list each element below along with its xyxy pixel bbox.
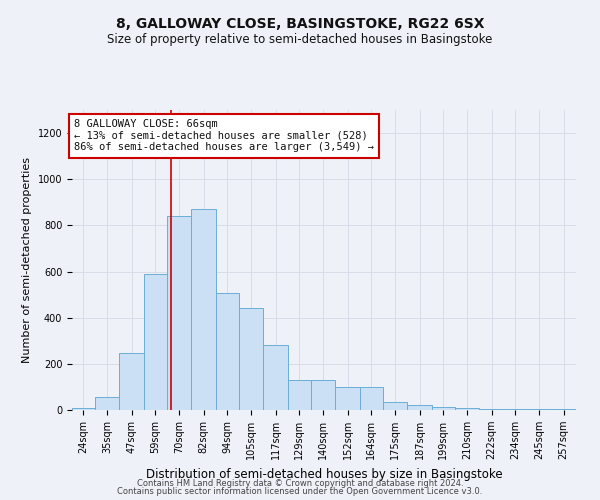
Text: 8, GALLOWAY CLOSE, BASINGSTOKE, RG22 6SX: 8, GALLOWAY CLOSE, BASINGSTOKE, RG22 6SX xyxy=(116,18,484,32)
Bar xyxy=(360,387,383,410)
Bar xyxy=(167,216,191,410)
Y-axis label: Number of semi-detached properties: Number of semi-detached properties xyxy=(22,157,32,363)
X-axis label: Distribution of semi-detached houses by size in Basingstoke: Distribution of semi-detached houses by … xyxy=(146,468,502,480)
Text: 8 GALLOWAY CLOSE: 66sqm
← 13% of semi-detached houses are smaller (528)
86% of s: 8 GALLOWAY CLOSE: 66sqm ← 13% of semi-de… xyxy=(74,119,374,152)
Bar xyxy=(119,354,144,410)
Bar xyxy=(455,408,479,410)
Bar xyxy=(527,409,551,410)
Text: Size of property relative to semi-detached houses in Basingstoke: Size of property relative to semi-detach… xyxy=(107,32,493,46)
Bar xyxy=(191,209,216,410)
Bar xyxy=(504,409,527,410)
Text: Contains HM Land Registry data © Crown copyright and database right 2024.: Contains HM Land Registry data © Crown c… xyxy=(137,478,463,488)
Bar xyxy=(479,409,504,410)
Bar xyxy=(335,387,360,410)
Bar xyxy=(288,380,311,410)
Bar xyxy=(383,402,407,410)
Text: Contains public sector information licensed under the Open Government Licence v3: Contains public sector information licen… xyxy=(118,487,482,496)
Bar xyxy=(551,409,576,410)
Bar xyxy=(144,274,167,410)
Bar xyxy=(407,406,432,410)
Bar xyxy=(216,294,239,410)
Bar xyxy=(311,380,335,410)
Bar xyxy=(95,398,119,410)
Bar xyxy=(263,346,288,410)
Bar xyxy=(72,408,95,410)
Bar xyxy=(239,308,263,410)
Bar xyxy=(432,406,455,410)
